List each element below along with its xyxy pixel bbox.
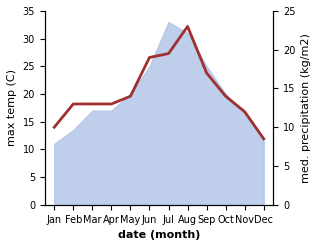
Y-axis label: med. precipitation (kg/m2): med. precipitation (kg/m2) (301, 33, 311, 183)
X-axis label: date (month): date (month) (118, 230, 200, 240)
Y-axis label: max temp (C): max temp (C) (7, 69, 17, 146)
